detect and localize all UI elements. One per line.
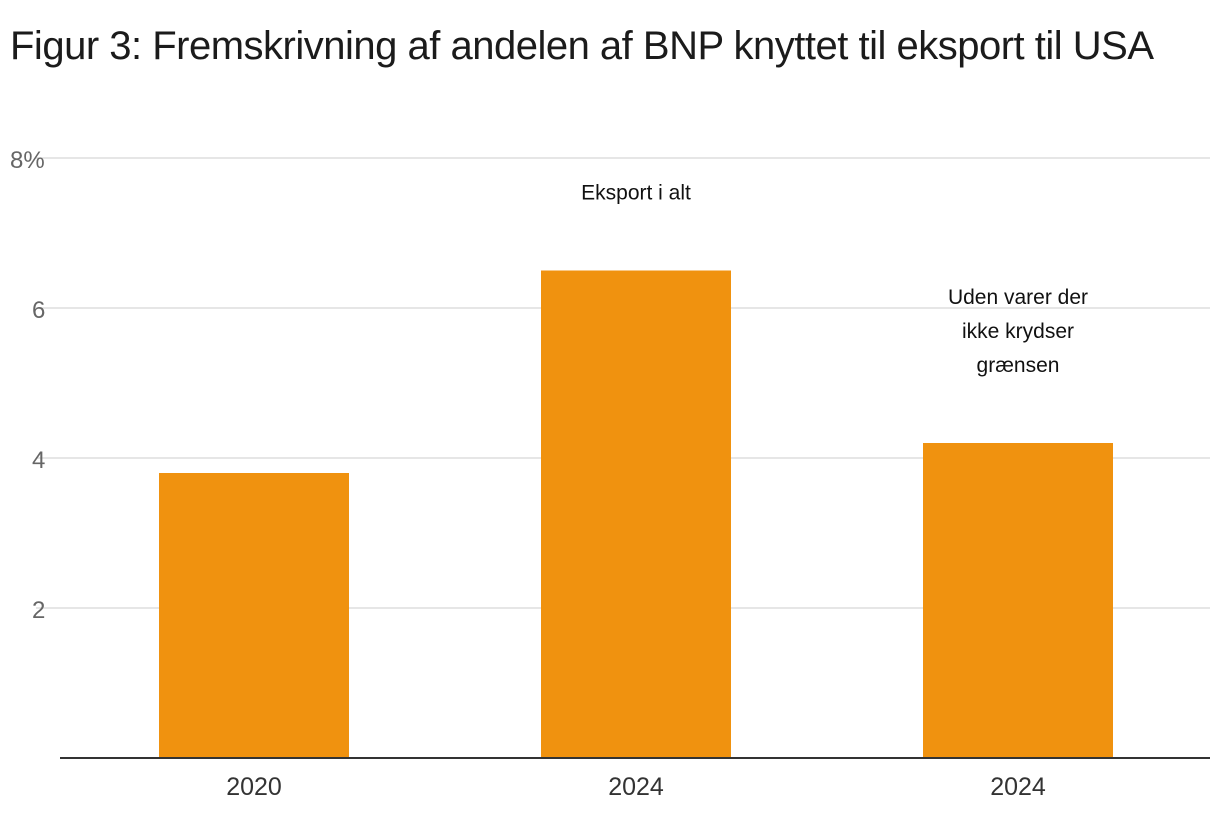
annotation-label: Eksport i alt <box>581 182 691 205</box>
y-tick-label: 2 <box>32 597 45 624</box>
y-tick-label: 6 <box>32 297 45 324</box>
x-tick-label: 2024 <box>608 773 664 801</box>
y-tick-label: 8% <box>10 147 45 174</box>
annotations: Eksport i alt Uden varer der ikke krydser g… <box>581 182 1088 378</box>
x-tick-label: 2020 <box>226 773 282 801</box>
y-tick-label: 4 <box>32 447 45 474</box>
x-tick-label: 2024 <box>990 773 1046 801</box>
annotation-label: grænsen <box>977 354 1060 377</box>
bar <box>159 473 349 758</box>
annotation-label: Uden varer der <box>948 286 1088 309</box>
bar <box>541 270 731 758</box>
x-axis-ticks: 2020 2024 2024 <box>226 773 1046 801</box>
chart-title: Figur 3: Fremskrivning af andelen af BNP… <box>10 24 1154 68</box>
bar <box>923 443 1113 758</box>
annotation-label: ikke krydser <box>962 320 1074 343</box>
bars <box>159 270 1113 758</box>
y-axis-ticks: 2 4 6 8% <box>10 147 45 624</box>
